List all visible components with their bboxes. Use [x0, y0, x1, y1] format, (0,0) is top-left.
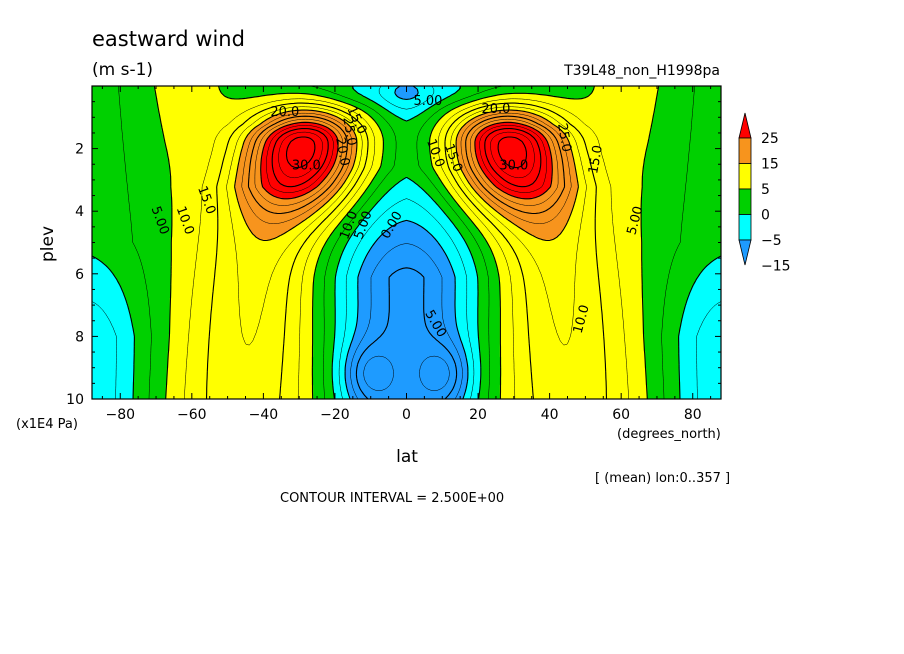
contour-line: [226, 106, 587, 346]
colorbar-segment: [738, 188, 752, 215]
y-tick-label: 10: [66, 392, 84, 408]
contour-line: [350, 243, 463, 399]
contour-label: 30.0: [499, 158, 528, 173]
y-axis-label: plev: [38, 226, 58, 262]
colorbar-label: −15: [761, 259, 791, 275]
colorbar-bottom-arrow: [738, 239, 752, 266]
colorbar-label: 0: [761, 208, 770, 224]
x-tick-label: 60: [612, 407, 630, 423]
contour-line: [234, 109, 579, 242]
contour-line: [285, 136, 528, 169]
colorbar-segment: [738, 137, 752, 164]
contour-label: 20.0: [332, 136, 352, 167]
contour-line: [266, 125, 547, 193]
contour-label: 25.0: [554, 122, 574, 153]
contour-line: [260, 121, 553, 200]
contour-label: 30.0: [292, 158, 321, 173]
contour-line: [205, 102, 608, 399]
contour-labels: 20.0 15.025.030.0 20.05.00 10.015.010.05.00…: [148, 94, 647, 340]
mean-note: [ (mean) lon:0..357 ]: [595, 471, 730, 486]
colorbar-label: 25: [761, 131, 779, 147]
contour-label: 25.0: [339, 116, 359, 147]
plot-area: [92, 86, 721, 399]
contour-label: 15.0: [586, 144, 606, 175]
y-tick-label: 4: [75, 204, 84, 220]
chart-title: eastward wind: [92, 27, 245, 51]
contour-line: [363, 355, 450, 391]
contour-label: 20.0: [481, 102, 510, 117]
y-tick-label: 8: [75, 329, 84, 345]
x-tick-label: 40: [541, 407, 559, 423]
colorbar-label: −5: [761, 233, 782, 249]
contour-line: [184, 98, 629, 399]
x-tick-label: −80: [105, 407, 135, 423]
colorbar-label: 15: [761, 157, 779, 173]
x-axis-units: (degrees_north): [617, 427, 721, 442]
colorbar-segment: [738, 163, 752, 190]
chart-units: (m s-1): [92, 60, 153, 80]
contour-label: 5.00: [624, 205, 646, 237]
run-label: T39L48_non_H1998pa: [563, 63, 720, 79]
y-axis: 2 4 6 8 10: [66, 101, 721, 408]
contour-line: [247, 115, 566, 215]
x-tick-label: −60: [177, 407, 207, 423]
contour-line: [344, 86, 469, 399]
contour-line: [153, 86, 660, 399]
contour-line: [254, 118, 559, 206]
x-tick-label: −40: [249, 407, 279, 423]
y-axis-units: (x1E4 Pa): [16, 417, 78, 432]
x-tick-label: 20: [469, 407, 487, 423]
contour-lines: [92, 86, 721, 399]
x-axis-label: lat: [396, 447, 418, 467]
y-tick-label: 6: [75, 267, 84, 283]
contour-line: [278, 131, 535, 179]
colorbar: 25 15 5 0 −5 −15: [738, 112, 791, 275]
contour-line: [271, 127, 542, 188]
contour-line: [355, 267, 458, 399]
colorbar-top-arrow: [738, 112, 752, 139]
x-axis: −80 −60 −40 −20 0 20 40 60 80: [101, 86, 712, 423]
contour-label: 5.00: [413, 94, 442, 109]
contour-line: [92, 86, 721, 399]
colorbar-segment: [738, 214, 752, 241]
y-tick-label: 2: [75, 142, 84, 158]
x-tick-label: 0: [402, 407, 411, 423]
x-tick-label: 80: [684, 407, 702, 423]
contour-label: 20.0: [270, 105, 299, 120]
contour-interval: CONTOUR INTERVAL = 2.500E+00: [280, 491, 504, 506]
contour-line: [118, 86, 695, 399]
contour-label: 10.0: [571, 303, 593, 335]
colorbar-label: 5: [761, 182, 770, 198]
x-tick-label: −20: [320, 407, 350, 423]
contour-line: [241, 112, 572, 224]
wind-field: [92, 86, 721, 399]
